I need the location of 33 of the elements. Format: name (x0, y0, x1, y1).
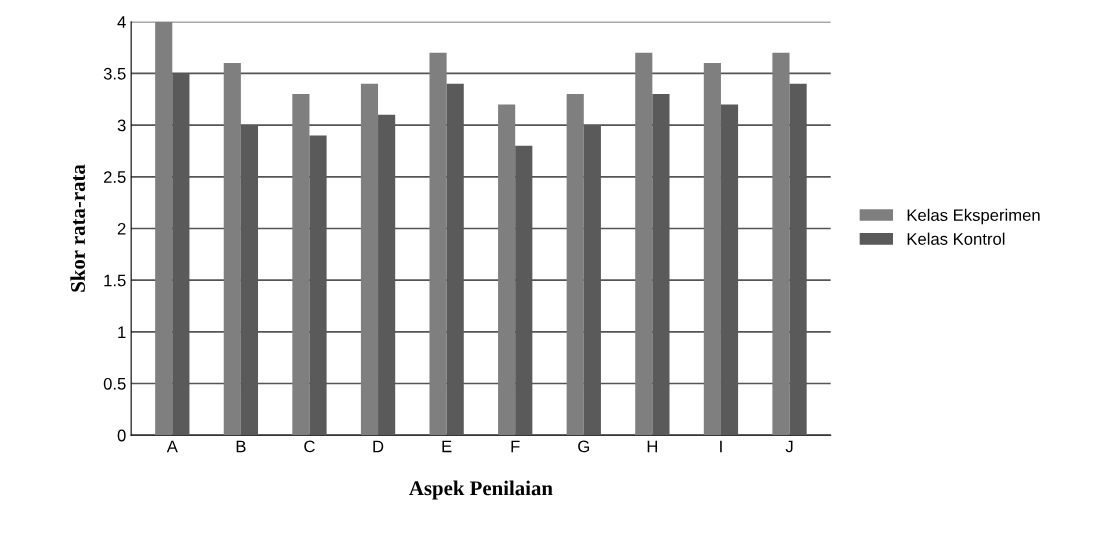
x-tick-label: H (647, 440, 658, 453)
bar (429, 52, 447, 436)
x-tick-label: A (166, 440, 178, 453)
x-tick-label: F (511, 440, 520, 453)
legend-label: Kelas Eksperimen (907, 208, 1040, 225)
y-tick-label: 2 (117, 222, 126, 235)
x-tick-label: J (785, 440, 793, 453)
y-tick-label: 0.5 (103, 377, 126, 390)
bar (635, 52, 653, 436)
y-tick-label: 3.5 (103, 67, 126, 80)
bar (292, 94, 310, 436)
bar (360, 83, 379, 436)
y-tick-label: 2.5 (103, 171, 126, 183)
y-tick-label: 0 (117, 429, 126, 442)
bar (155, 21, 173, 436)
y-tick-label: 1 (118, 326, 126, 338)
x-tick-label: B (236, 440, 246, 453)
bar (703, 63, 721, 436)
y-tick-label: 1.5 (104, 274, 126, 287)
bar (498, 104, 516, 436)
x-tick-label: G (578, 440, 590, 453)
x-tick-label: E (442, 440, 452, 453)
x-tick-label: I (720, 440, 722, 453)
y-tick-label: 4 (117, 16, 126, 28)
x-tick-label: D (373, 440, 384, 453)
legend-label: Kelas Kontrol (907, 232, 1005, 245)
y-tick-label: 3 (117, 119, 126, 132)
bar (223, 63, 241, 436)
bar (772, 52, 790, 436)
x-tick-label: C (304, 440, 315, 453)
y-axis-title: Skor rata-rata (70, 164, 86, 292)
bar (566, 94, 584, 436)
x-axis-title: Aspek Penilaian (409, 480, 553, 500)
